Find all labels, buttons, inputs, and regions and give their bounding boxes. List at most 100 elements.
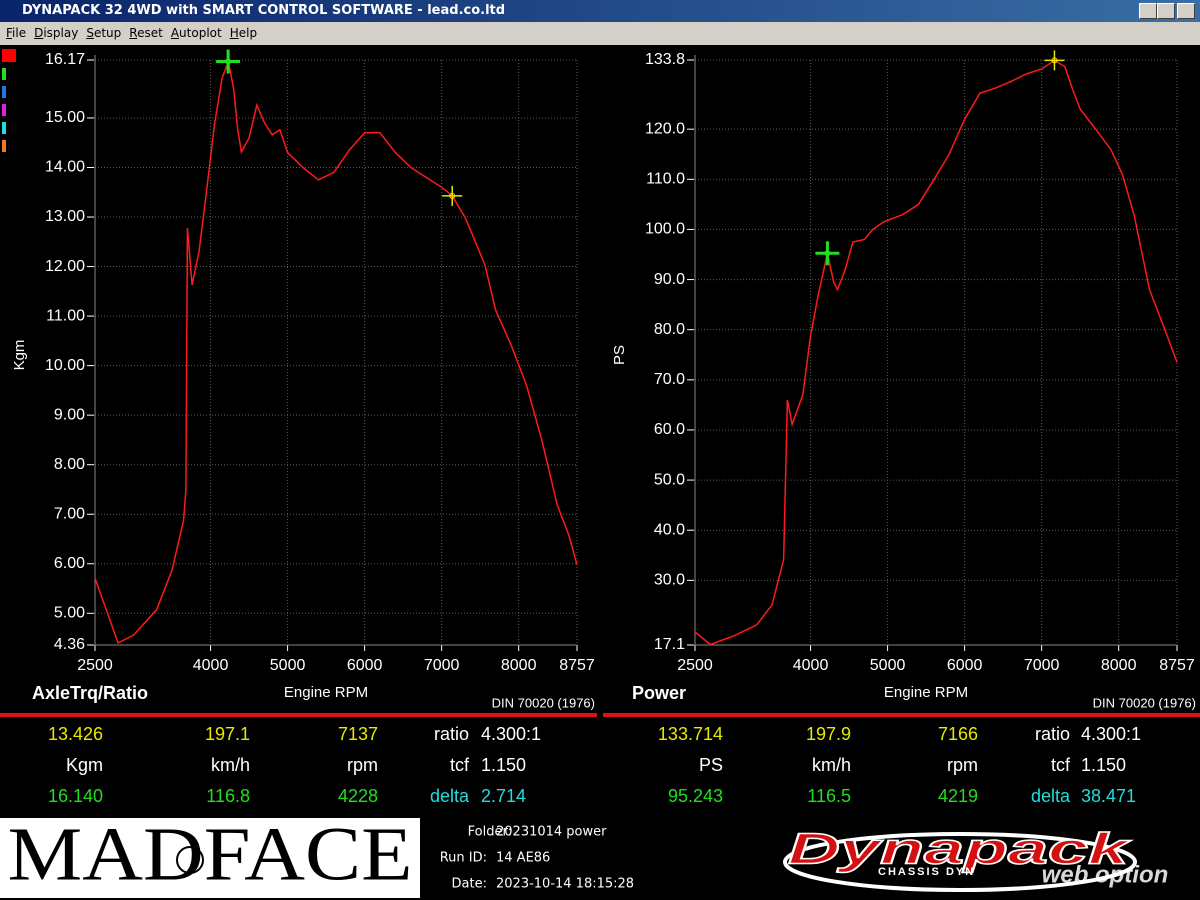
y-tick-label: 4.36 — [54, 636, 85, 653]
cursor-dot — [1051, 57, 1058, 64]
readout-label: delta — [1031, 786, 1071, 806]
cursor — [1044, 50, 1065, 71]
x-tick-label: 8757 — [559, 657, 595, 674]
window-title: DYNAPACK 32 4WD with SMART CONTROL SOFTW… — [22, 3, 506, 18]
cursor — [815, 241, 840, 266]
footer-label: Run ID: — [440, 851, 487, 866]
readout-value: 16.140 — [48, 786, 103, 806]
readout-value: 95.243 — [668, 786, 723, 806]
cursor — [216, 49, 241, 74]
y-tick-label: 30.0 — [654, 572, 685, 589]
menu-bar: File Display Setup Reset Autoplot Help — [0, 22, 1200, 45]
readout-value: 116.5 — [807, 786, 851, 806]
y-tick-label: 90.0 — [654, 271, 685, 288]
logo-right-sub: CHASSIS DYN — [878, 866, 975, 878]
y-axis-label: PS — [611, 345, 628, 365]
y-tick-label: 70.0 — [654, 371, 685, 388]
readout-value: 1.150 — [481, 755, 526, 775]
readout-value: 13.426 — [48, 724, 103, 744]
readout-value: 197.9 — [806, 724, 851, 744]
restore-button[interactable] — [1157, 3, 1175, 19]
y-tick-label: 120.0 — [645, 120, 685, 137]
x-tick-label: 2500 — [677, 657, 713, 674]
readout-value: 4.300:1 — [481, 724, 541, 744]
y-axis-label: Kgm — [11, 340, 28, 371]
swatch[interactable] — [2, 122, 6, 134]
minimize-button[interactable] — [1139, 3, 1157, 19]
readout-unit: Kgm — [66, 755, 103, 775]
x-tick-label: 8000 — [1101, 657, 1137, 674]
readout-value: 4.300:1 — [1081, 724, 1141, 744]
readout-value: 133.714 — [658, 724, 723, 744]
cursor-dot — [824, 250, 831, 257]
y-tick-label: 9.00 — [54, 406, 85, 423]
x-axis-label: Engine RPM — [884, 684, 968, 701]
readout-value: 38.471 — [1081, 786, 1136, 806]
menu-item[interactable]: Setup — [86, 26, 122, 40]
x-tick-label: 4000 — [793, 657, 829, 674]
swatch[interactable] — [2, 140, 6, 152]
menu-item[interactable]: Reset — [129, 26, 163, 40]
readout-label: ratio — [434, 724, 469, 744]
readout-value: 2.714 — [481, 786, 526, 806]
x-axis-label: Engine RPM — [284, 684, 368, 701]
readout-unit: PS — [699, 755, 723, 775]
y-tick-label: 14.00 — [45, 159, 85, 176]
readout-value: 4219 — [938, 786, 978, 806]
swatch[interactable] — [2, 68, 6, 80]
footer-value: 20231014 power — [496, 825, 607, 840]
x-tick-label: 7000 — [424, 657, 460, 674]
menu-item[interactable]: Help — [229, 26, 258, 40]
chart-title: Power — [632, 683, 686, 703]
close-button[interactable] — [1177, 3, 1195, 19]
readout-label: tcf — [1051, 755, 1071, 775]
readout-value: 116.8 — [206, 786, 250, 806]
power-curve — [694, 59, 1178, 646]
readout-value: 7166 — [938, 724, 978, 744]
readout-label: ratio — [1035, 724, 1070, 744]
y-tick-label: 7.00 — [54, 505, 85, 522]
menu-item[interactable]: File — [6, 26, 27, 40]
logo-scope — [176, 846, 204, 874]
readout-unit: rpm — [947, 755, 978, 775]
readout-value: 4228 — [338, 786, 378, 806]
swatch[interactable] — [2, 86, 6, 98]
footer-label: Folder: — [468, 825, 512, 840]
title-bar: DYNAPACK 32 4WD with SMART CONTROL SOFTW… — [0, 0, 1200, 22]
y-tick-label: 133.8 — [645, 51, 685, 68]
swatch[interactable] — [2, 49, 16, 62]
readout-value: 1.150 — [1081, 755, 1126, 775]
y-tick-label: 5.00 — [54, 605, 85, 622]
y-tick-label: 60.0 — [654, 421, 685, 438]
logo-swoosh — [783, 832, 1137, 892]
readout-label: delta — [430, 786, 470, 806]
readout-unit: km/h — [812, 755, 851, 775]
readout-label: tcf — [450, 755, 470, 775]
y-tick-label: 17.1 — [654, 636, 685, 653]
x-tick-label: 2500 — [77, 657, 113, 674]
y-tick-label: 13.00 — [45, 208, 85, 225]
menu-item[interactable]: Display — [34, 26, 79, 40]
x-tick-label: 6000 — [347, 657, 383, 674]
readout-unit: km/h — [211, 755, 250, 775]
y-tick-label: 40.0 — [654, 521, 685, 538]
logo-box — [0, 818, 420, 898]
y-tick-label: 80.0 — [654, 321, 685, 338]
y-tick-label: 110.0 — [646, 171, 685, 188]
swatch[interactable] — [2, 104, 6, 116]
footer-value: 2023-10-14 18:15:28 — [496, 877, 634, 892]
menu-item[interactable]: Autoplot — [170, 26, 222, 40]
watermark: web option — [1042, 861, 1169, 888]
chart-title: AxleTrq/Ratio — [32, 683, 148, 703]
y-tick-label: 11.00 — [46, 307, 85, 324]
y-tick-label: 8.00 — [54, 456, 85, 473]
footer-value: 14 AE86 — [496, 851, 550, 866]
note: DIN 70020 (1976) — [1093, 695, 1196, 710]
x-tick-label: 8000 — [501, 657, 537, 674]
x-tick-label: 5000 — [270, 657, 306, 674]
power-curve — [94, 58, 578, 645]
y-tick-label: 16.17 — [45, 51, 85, 68]
y-tick-label: 6.00 — [54, 555, 85, 572]
